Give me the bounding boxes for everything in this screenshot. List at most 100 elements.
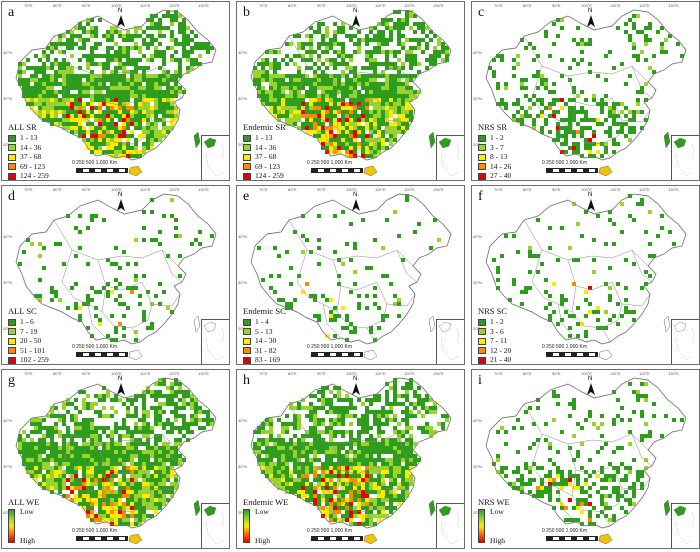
grid-cell	[365, 122, 369, 126]
grid-cell	[417, 62, 421, 66]
grid-cell	[285, 426, 289, 430]
grid-cell	[580, 502, 584, 506]
grid-cell	[381, 90, 385, 94]
north-arrow-icon: N	[586, 192, 596, 212]
longitude-tick: 90°E	[552, 187, 561, 192]
grid-cell	[297, 86, 301, 90]
grid-cell	[564, 518, 568, 522]
grid-cell	[361, 94, 365, 98]
grid-cell	[70, 66, 74, 70]
grid-cell	[405, 422, 409, 426]
grid-cell	[660, 226, 664, 230]
grid-cell	[369, 522, 373, 526]
grid-cell	[142, 314, 146, 318]
grid-cell	[572, 110, 576, 114]
grid-cell	[74, 98, 78, 102]
grid-cell	[82, 486, 86, 490]
grid-cell	[560, 18, 564, 22]
grid-cell	[313, 70, 317, 74]
grid-cell	[154, 438, 158, 442]
grid-cell	[126, 446, 130, 450]
grid-cell	[54, 290, 58, 294]
grid-cell	[102, 110, 106, 114]
grid-cell	[150, 26, 154, 30]
grid-cell	[333, 466, 337, 470]
grid-cell	[162, 382, 166, 386]
province-boundary	[571, 285, 603, 329]
grid-cell	[421, 50, 425, 54]
grid-cell	[333, 410, 337, 414]
grid-cell	[102, 430, 106, 434]
grid-cell	[365, 58, 369, 62]
grid-cell	[377, 102, 381, 106]
grid-cell	[42, 118, 46, 122]
grid-cell	[118, 442, 122, 446]
grid-cell	[397, 42, 401, 46]
grid-cell	[138, 458, 142, 462]
grid-cell	[389, 34, 393, 38]
grid-cell	[186, 34, 190, 38]
grid-cell	[309, 418, 313, 422]
grid-cell	[413, 54, 417, 58]
grid-cell	[86, 402, 90, 406]
grid-cell	[50, 434, 54, 438]
grid-cell	[405, 486, 409, 490]
grid-cell	[86, 54, 90, 58]
grid-cell	[70, 38, 74, 42]
grid-cell	[325, 142, 329, 146]
grid-cell	[357, 302, 361, 306]
grid-cell	[66, 110, 70, 114]
grid-cell	[301, 250, 305, 254]
grid-cell	[265, 462, 269, 466]
grid-cell	[118, 282, 122, 286]
grid-cell	[142, 114, 146, 118]
grid-cell	[86, 418, 90, 422]
grid-cell	[150, 138, 154, 142]
grid-cell	[528, 254, 532, 258]
grid-cell	[389, 446, 393, 450]
grid-cell	[345, 130, 349, 134]
grid-cell	[321, 490, 325, 494]
grid-cell	[337, 450, 341, 454]
grid-cell	[357, 490, 361, 494]
grid-cell	[74, 282, 78, 286]
grid-cell	[301, 290, 305, 294]
grid-cell	[313, 50, 317, 54]
grid-cell	[54, 446, 58, 450]
grid-cell	[50, 482, 54, 486]
grid-cell	[345, 410, 349, 414]
grid-cell	[365, 110, 369, 114]
grid-cell	[110, 26, 114, 30]
grid-cell	[78, 458, 82, 462]
grid-cell	[584, 290, 588, 294]
grid-cell	[377, 446, 381, 450]
grid-cell	[86, 294, 90, 298]
grid-cell	[58, 430, 62, 434]
grid-cell	[277, 454, 281, 458]
grid-cell	[373, 482, 377, 486]
grid-cell	[126, 466, 130, 470]
grid-cell	[504, 106, 508, 110]
grid-cell	[150, 466, 154, 470]
grid-cell	[329, 502, 333, 506]
grid-cell	[337, 390, 341, 394]
grid-cell	[608, 266, 612, 270]
grid-cell	[369, 154, 373, 158]
grid-cell	[106, 94, 110, 98]
grid-cell	[373, 66, 377, 70]
grid-cell	[600, 470, 604, 474]
grid-cell	[46, 102, 50, 106]
scale-label: 0 250 500 1,000 Km	[542, 160, 588, 166]
grid-cell	[393, 86, 397, 90]
grid-cell	[337, 30, 341, 34]
grid-cell	[66, 62, 70, 66]
grid-cell	[46, 98, 50, 102]
grid-cell	[98, 478, 102, 482]
grid-cell	[309, 458, 313, 462]
grid-cell	[397, 102, 401, 106]
grid-cell	[297, 110, 301, 114]
grid-cell	[381, 94, 385, 98]
grid-cell	[285, 486, 289, 490]
grid-cell	[552, 90, 556, 94]
grid-cell	[353, 90, 357, 94]
